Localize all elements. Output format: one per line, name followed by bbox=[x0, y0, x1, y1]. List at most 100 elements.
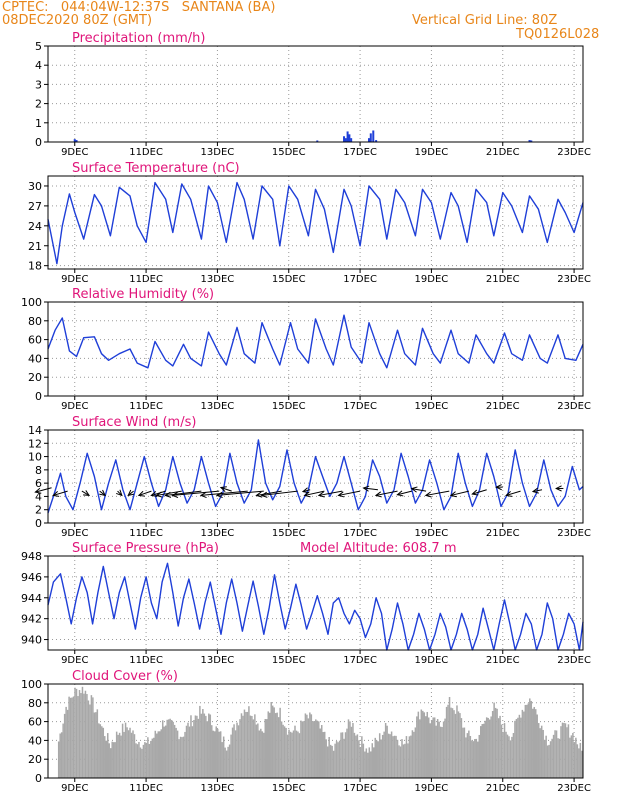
panel6-bar bbox=[387, 733, 390, 778]
panel6-bar bbox=[270, 701, 272, 778]
panel6-bar bbox=[292, 730, 295, 778]
panel4-wind-arrowhead bbox=[155, 491, 163, 498]
panel6-bar bbox=[520, 717, 522, 778]
panel6-bar bbox=[69, 697, 72, 778]
panel6-bar bbox=[160, 729, 162, 778]
panel6-ytick-label: 100 bbox=[21, 678, 42, 691]
panel6-bar bbox=[505, 731, 507, 778]
panel6-bar bbox=[563, 722, 565, 778]
panel6-xtick-label: 9DEC bbox=[61, 783, 88, 794]
panel6-bar bbox=[335, 740, 338, 778]
panel5-xtick-label: 9DEC bbox=[61, 655, 88, 666]
panel5-ytick-label: 940 bbox=[21, 634, 42, 647]
panel6-bar bbox=[534, 709, 537, 778]
panel1-bar bbox=[346, 131, 349, 142]
panel6-bar bbox=[87, 700, 90, 778]
panel6-bar bbox=[266, 719, 268, 778]
panel6-bar bbox=[118, 732, 121, 778]
panel6-bar bbox=[307, 718, 310, 778]
panel6-bar bbox=[466, 733, 469, 778]
panel2-ytick-label: 18 bbox=[28, 260, 42, 273]
panel3-ytick-label: 100 bbox=[21, 296, 42, 309]
panel6-bar bbox=[420, 709, 423, 778]
panel6-bar bbox=[459, 713, 461, 778]
panel6-bar bbox=[184, 731, 186, 778]
panel6-bar bbox=[347, 719, 350, 778]
panel6-bar bbox=[558, 738, 561, 778]
panel6-bar bbox=[74, 687, 76, 778]
panel6-bar bbox=[448, 696, 451, 778]
panel6-bar bbox=[570, 735, 573, 778]
panel6-bar bbox=[161, 720, 164, 778]
panel6-bar bbox=[497, 718, 500, 778]
panel6-bar bbox=[57, 741, 60, 778]
panel6-bar bbox=[481, 724, 483, 778]
panel6-bar bbox=[438, 721, 440, 778]
panel4-wind-arrow bbox=[200, 490, 248, 496]
panel6-bar bbox=[182, 736, 185, 778]
panel4-wind-arrow bbox=[165, 490, 202, 496]
panel4-ytick-label: 2 bbox=[35, 504, 42, 517]
panel2-xtick-label: 17DEC bbox=[343, 274, 377, 285]
panel6-bar bbox=[199, 705, 201, 778]
panel5-xtick-label: 23DEC bbox=[557, 655, 591, 666]
panel6-bar bbox=[417, 711, 420, 778]
panel6-xtick-label: 17DEC bbox=[343, 783, 377, 794]
panel6-bar bbox=[567, 724, 570, 778]
panel6-bar bbox=[101, 726, 103, 778]
panel6-bar bbox=[205, 715, 207, 778]
panel6-bar bbox=[172, 721, 174, 778]
panel6-bar bbox=[234, 730, 237, 778]
panel6-bar bbox=[283, 726, 286, 778]
panel1-bar bbox=[375, 140, 378, 142]
panel6-bar bbox=[371, 743, 374, 778]
panel6-bar bbox=[439, 726, 442, 778]
panel6-bar bbox=[477, 741, 479, 778]
panel4-xtick-label: 23DEC bbox=[557, 528, 591, 539]
panel6-bar bbox=[59, 733, 61, 778]
panel1-bar bbox=[368, 138, 370, 142]
panel6-bar bbox=[133, 734, 136, 778]
panel6-ytick-label: 80 bbox=[28, 697, 42, 710]
panel6-bar bbox=[554, 730, 556, 778]
panel6-bar bbox=[581, 750, 583, 778]
panel6-bar bbox=[212, 730, 215, 778]
panel1-xtick-label: 13DEC bbox=[201, 147, 235, 158]
panel6-bar bbox=[254, 714, 256, 778]
panel6-bar bbox=[179, 736, 182, 778]
panel6-bar bbox=[425, 716, 427, 778]
panel6-bar bbox=[123, 731, 125, 778]
panel6-bar bbox=[295, 730, 298, 778]
panel6-bar bbox=[187, 722, 189, 778]
panel6-bar bbox=[344, 732, 347, 778]
panel1-ytick-label: 4 bbox=[35, 59, 42, 72]
header-grid-line: Vertical Grid Line: 80Z bbox=[412, 13, 558, 28]
panel6-bar bbox=[423, 712, 426, 778]
panel1-xtick-label: 17DEC bbox=[343, 147, 377, 158]
panel6-bar bbox=[503, 723, 506, 778]
panel5-series-line bbox=[47, 562, 584, 651]
panel6-bar bbox=[422, 710, 424, 778]
panel4-ytick-label: 4 bbox=[35, 490, 42, 503]
panel2-ytick-label: 30 bbox=[28, 180, 42, 193]
panel6-bar bbox=[378, 733, 381, 778]
panel6-bar bbox=[150, 740, 152, 778]
panel6-bar bbox=[96, 709, 99, 778]
panel6-bar bbox=[332, 750, 335, 778]
panel6-bar bbox=[191, 726, 194, 778]
panel6-bar bbox=[579, 742, 582, 778]
panel6-bar bbox=[536, 714, 538, 778]
panel4-wind-arrow bbox=[450, 490, 469, 496]
panel6-bar bbox=[517, 717, 519, 778]
panel4-wind-arrow bbox=[506, 490, 521, 496]
panel1-ytick-label: 3 bbox=[35, 78, 42, 91]
panel6-bar bbox=[331, 745, 333, 778]
panel6-bar bbox=[202, 709, 204, 778]
panel2-title: Surface Temperature (nC) bbox=[72, 161, 240, 176]
panel1-title: Precipitation (mm/h) bbox=[72, 31, 205, 46]
panel2-ytick-label: 21 bbox=[28, 240, 42, 253]
panel6-bar bbox=[164, 725, 167, 778]
panel6-bar bbox=[62, 723, 64, 778]
panel6-bar bbox=[268, 712, 271, 778]
panel6-bar bbox=[392, 736, 394, 778]
